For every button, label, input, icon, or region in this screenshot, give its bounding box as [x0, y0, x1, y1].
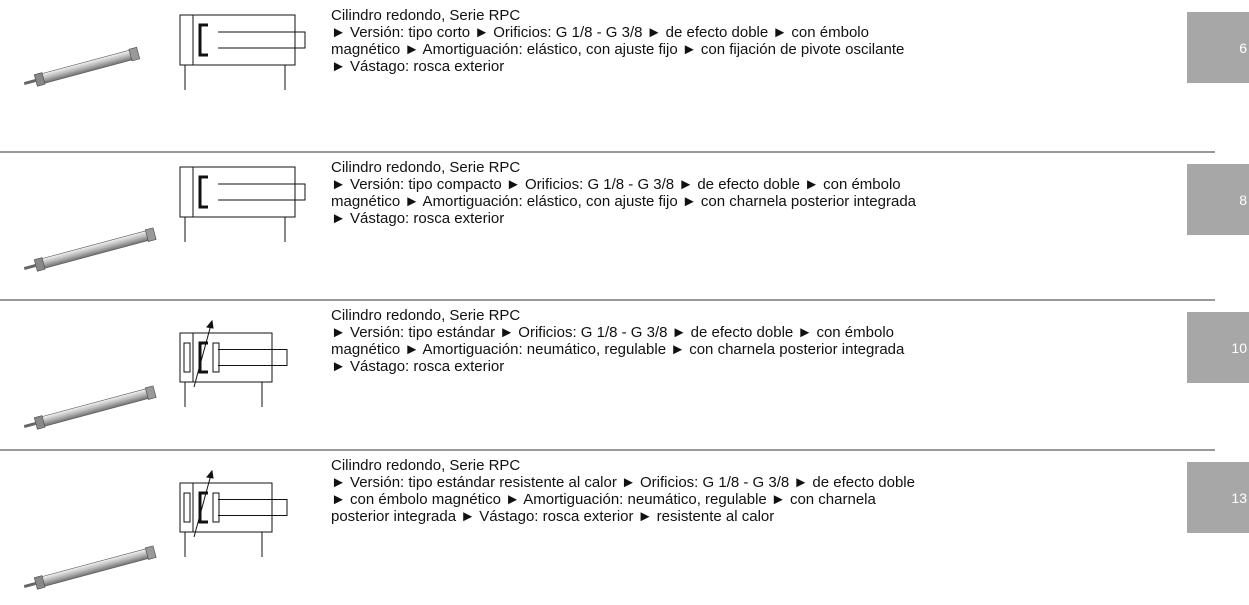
symbol-body	[179, 14, 296, 66]
symbol-piston	[198, 491, 208, 524]
product-photo	[23, 46, 141, 87]
cylinder-cap	[33, 415, 46, 430]
product-description: ► Vástago: rosca exterior	[331, 210, 504, 227]
product-description: magnético ► Amortiguación: elástico, con…	[331, 41, 904, 58]
cylinder-cap	[33, 72, 46, 87]
symbol-piston	[198, 341, 208, 374]
cylinder-symbol	[179, 319, 288, 407]
product-description: ► Vástago: rosca exterior	[331, 358, 504, 375]
cylinder-symbol	[179, 469, 288, 557]
symbol-rod	[218, 499, 288, 516]
product-description: posterior integrada ► Vástago: rosca ext…	[331, 508, 774, 525]
cylinder-body	[39, 49, 136, 85]
product-description: magnético ► Amortiguación: neumático, re…	[331, 341, 905, 358]
product-description: ► Versión: tipo compacto ► Orificios: G …	[331, 176, 901, 193]
symbol-rod	[218, 183, 306, 201]
product-description: magnético ► Amortiguación: elástico, con…	[331, 193, 917, 210]
symbol-cushion	[212, 492, 220, 523]
symbol-cushion	[183, 342, 191, 373]
cylinder-body	[39, 229, 152, 270]
symbol-piston	[198, 175, 208, 209]
page-box	[1187, 12, 1249, 83]
symbol-body	[179, 332, 273, 383]
symbol-arrow	[193, 470, 213, 538]
symbol-arrow	[193, 320, 213, 388]
cylinder-body	[39, 547, 152, 588]
cylinder-cap	[33, 257, 46, 272]
cylinder-cap	[33, 575, 46, 590]
product-title: Cilindro redondo, Serie RPC	[331, 307, 520, 324]
symbol-rod	[218, 31, 306, 49]
product-description: ► con émbolo magnético ► Amortiguación: …	[331, 491, 876, 508]
cylinder-cap	[144, 227, 157, 242]
symbol-piston	[198, 23, 208, 57]
cylinder-body	[39, 387, 152, 428]
page-box	[1187, 164, 1249, 235]
symbol-cushion	[183, 492, 191, 523]
symbol-rod	[218, 349, 288, 366]
product-description: ► Versión: tipo estándar ► Orificios: G …	[331, 324, 894, 341]
symbol-arrowhead	[206, 469, 214, 479]
cylinder-cap	[128, 46, 141, 62]
page-number: 13	[1231, 490, 1247, 506]
page-box	[1187, 312, 1249, 383]
piston-rod	[23, 581, 37, 589]
piston-rod	[23, 263, 37, 271]
symbol-body	[179, 166, 296, 218]
product-photo	[23, 545, 157, 590]
symbol-cushion	[212, 342, 220, 373]
product-photo	[23, 227, 157, 272]
piston-rod	[23, 78, 37, 86]
product-title: Cilindro redondo, Serie RPC	[331, 7, 520, 24]
cylinder-symbol	[179, 14, 306, 90]
product-description: ► Versión: tipo corto ► Orificios: G 1/8…	[331, 24, 869, 41]
symbol-arrowhead	[206, 319, 214, 329]
product-title: Cilindro redondo, Serie RPC	[331, 457, 520, 474]
page-number: 6	[1239, 40, 1247, 56]
page-number: 8	[1239, 192, 1247, 208]
cylinder-symbol	[179, 166, 306, 242]
piston-rod	[23, 421, 37, 429]
page-number: 10	[1231, 340, 1247, 356]
symbol-body	[179, 482, 273, 533]
product-photo	[23, 385, 157, 430]
product-title: Cilindro redondo, Serie RPC	[331, 159, 520, 176]
cylinder-cap	[144, 545, 157, 560]
product-description: ► Vástago: rosca exterior	[331, 58, 504, 75]
page-box	[1187, 462, 1249, 533]
cylinder-cap	[144, 385, 157, 400]
product-description: ► Versión: tipo estándar resistente al c…	[331, 474, 915, 491]
